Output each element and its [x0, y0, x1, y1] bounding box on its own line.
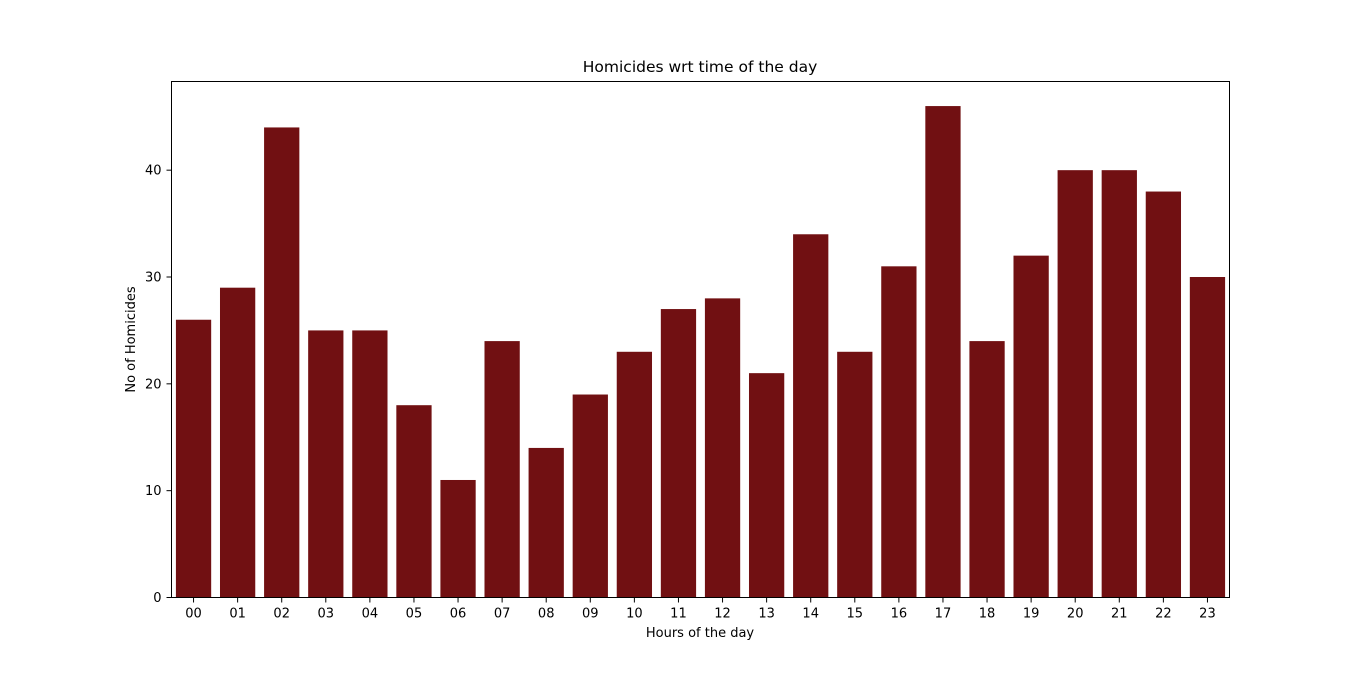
- bar-hour-18: [969, 341, 1005, 598]
- x-tick-label: 08: [538, 607, 555, 622]
- x-tick-label: 21: [1111, 607, 1128, 622]
- x-axis-ticks: 00 01 02 03 04 05 06 07 08 09 10 11 12 13 14 15 16 17 18 19…: [185, 597, 1216, 622]
- x-tick-label: 10: [626, 607, 643, 622]
- bar-hour-23: [1189, 277, 1226, 598]
- bar-hour-21: [1101, 170, 1137, 598]
- y-tick-label: 20: [145, 377, 162, 392]
- x-tick-label: 22: [1155, 607, 1172, 622]
- bar-hour-09: [572, 394, 608, 598]
- bar-hour-16: [881, 266, 917, 598]
- x-tick-label: 16: [891, 607, 908, 622]
- y-tick-label: 10: [145, 484, 162, 499]
- x-tick-label: 02: [273, 607, 290, 622]
- bar-hour-17: [925, 106, 961, 598]
- x-tick-label: 15: [847, 607, 864, 622]
- bar-hour-02: [264, 127, 300, 598]
- y-tick-label: 40: [145, 164, 162, 179]
- x-tick-label: 03: [318, 607, 335, 622]
- bar-hour-10: [616, 351, 653, 598]
- x-tick-label: 00: [185, 607, 202, 622]
- x-tick-label: 19: [1023, 607, 1040, 622]
- bars-layer: [175, 106, 1226, 598]
- x-tick-label: 17: [935, 607, 952, 622]
- x-tick-label: 12: [714, 607, 731, 622]
- bar-hour-07: [484, 341, 520, 598]
- bar-hour-19: [1013, 255, 1049, 598]
- x-tick-label: 23: [1199, 607, 1216, 622]
- bar-hour-08: [528, 447, 564, 598]
- bar-hour-01: [219, 287, 256, 598]
- chart-title: Homicides wrt time of the day: [583, 58, 818, 76]
- x-tick-label: 14: [802, 607, 819, 622]
- bar-hour-15: [837, 351, 873, 598]
- x-tick-label: 07: [494, 607, 511, 622]
- bar-hour-22: [1145, 191, 1182, 598]
- x-tick-label: 06: [450, 607, 467, 622]
- y-tick-label: 0: [153, 591, 161, 606]
- bar-hour-20: [1057, 170, 1093, 598]
- bar-hour-03: [308, 330, 344, 598]
- bar-hour-04: [352, 330, 388, 598]
- bar-hour-13: [748, 373, 785, 598]
- plot-frame: [171, 81, 1230, 598]
- bar-hour-14: [793, 234, 829, 598]
- y-axis-ticks: 0 10 20 30 40: [145, 164, 172, 606]
- bar-hour-11: [660, 309, 697, 598]
- x-tick-label: 01: [229, 607, 246, 622]
- x-tick-label: 04: [362, 607, 379, 622]
- x-tick-label: 11: [670, 607, 687, 622]
- x-tick-label: 09: [582, 607, 599, 622]
- x-tick-label: 18: [979, 607, 996, 622]
- bar-hour-06: [440, 479, 476, 598]
- y-axis-label: No of Homicides: [124, 286, 139, 392]
- x-tick-label: 05: [406, 607, 423, 622]
- y-tick-label: 30: [145, 271, 162, 286]
- x-tick-label: 13: [758, 607, 775, 622]
- bar-hour-12: [704, 298, 741, 598]
- x-axis-label: Hours of the day: [646, 626, 755, 641]
- bar-hour-05: [396, 405, 432, 598]
- bar-hour-00: [175, 319, 212, 598]
- x-tick-label: 20: [1067, 607, 1084, 622]
